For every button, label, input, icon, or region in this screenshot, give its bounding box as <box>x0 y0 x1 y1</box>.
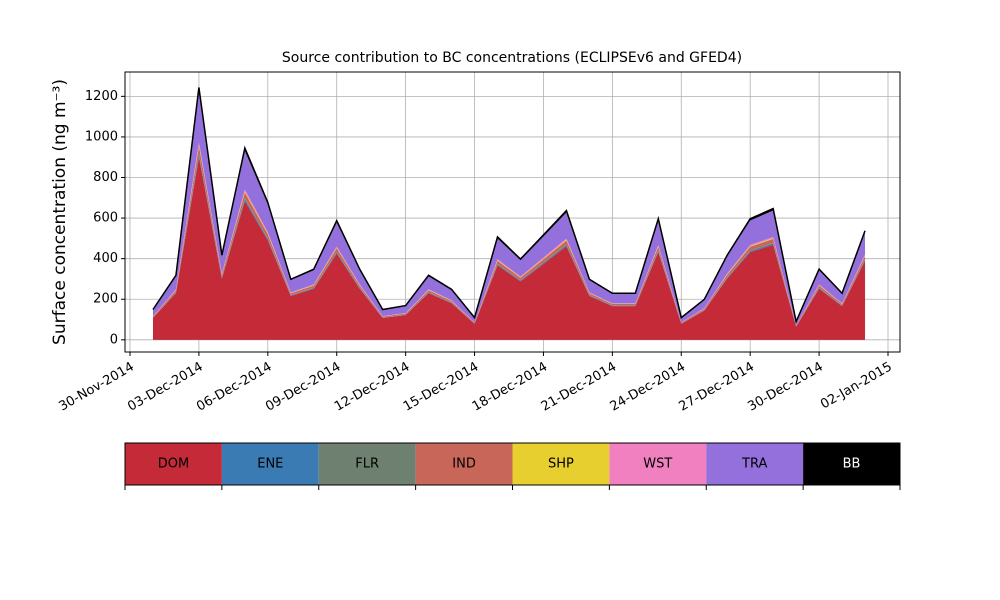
x-tick-label: 02-Jan-2015 <box>818 360 895 413</box>
x-tick-label: 27-Dec-2014 <box>677 360 757 415</box>
legend-swatch <box>125 443 222 485</box>
total-line <box>152 87 866 325</box>
y-tick-label: 600 <box>93 211 118 226</box>
legend-label: TRA <box>741 457 767 472</box>
legend-swatch <box>318 443 416 485</box>
y-tick-label: 200 <box>93 292 118 307</box>
y-tick-label: 1200 <box>85 89 118 104</box>
legend-swatch <box>803 443 900 485</box>
legend-swatch <box>706 443 804 485</box>
legend-label: IND <box>452 457 476 472</box>
x-tick-label: 12-Dec-2014 <box>332 360 412 415</box>
y-tick-label: 400 <box>93 251 118 266</box>
x-tick-label: 03-Dec-2014 <box>125 360 205 415</box>
legend-swatch <box>512 443 610 485</box>
y-tick-label: 0 <box>110 332 118 347</box>
y-tick-label: 800 <box>93 170 118 185</box>
legend-frame <box>124 442 901 486</box>
y-axis-label: Surface concentration (ng m⁻³) <box>50 79 70 345</box>
chart-title: Source contribution to BC concentrations… <box>282 50 742 66</box>
legend-swatch <box>609 443 707 485</box>
x-tick-label: 18-Dec-2014 <box>470 360 550 415</box>
plot-frame <box>124 71 901 353</box>
x-tick-label: 30-Dec-2014 <box>745 360 825 415</box>
legend-label: FLR <box>355 457 379 472</box>
legend-label: DOM <box>158 457 189 472</box>
x-tick-label: 06-Dec-2014 <box>194 360 274 415</box>
legend-label: BB <box>843 457 861 472</box>
legend-label: SHP <box>548 457 574 472</box>
legend-label: ENE <box>257 457 283 472</box>
x-tick-label: 30-Nov-2014 <box>56 360 136 415</box>
legend-label: WST <box>643 457 672 472</box>
x-tick-label: 24-Dec-2014 <box>608 360 688 415</box>
legend-swatch <box>221 443 319 485</box>
x-tick-label: 09-Dec-2014 <box>263 360 343 415</box>
area <box>152 157 866 340</box>
x-tick-label: 15-Dec-2014 <box>401 360 481 415</box>
y-tick-label: 1000 <box>85 129 118 144</box>
x-tick-label: 21-Dec-2014 <box>539 360 619 415</box>
legend-swatch <box>415 443 513 485</box>
